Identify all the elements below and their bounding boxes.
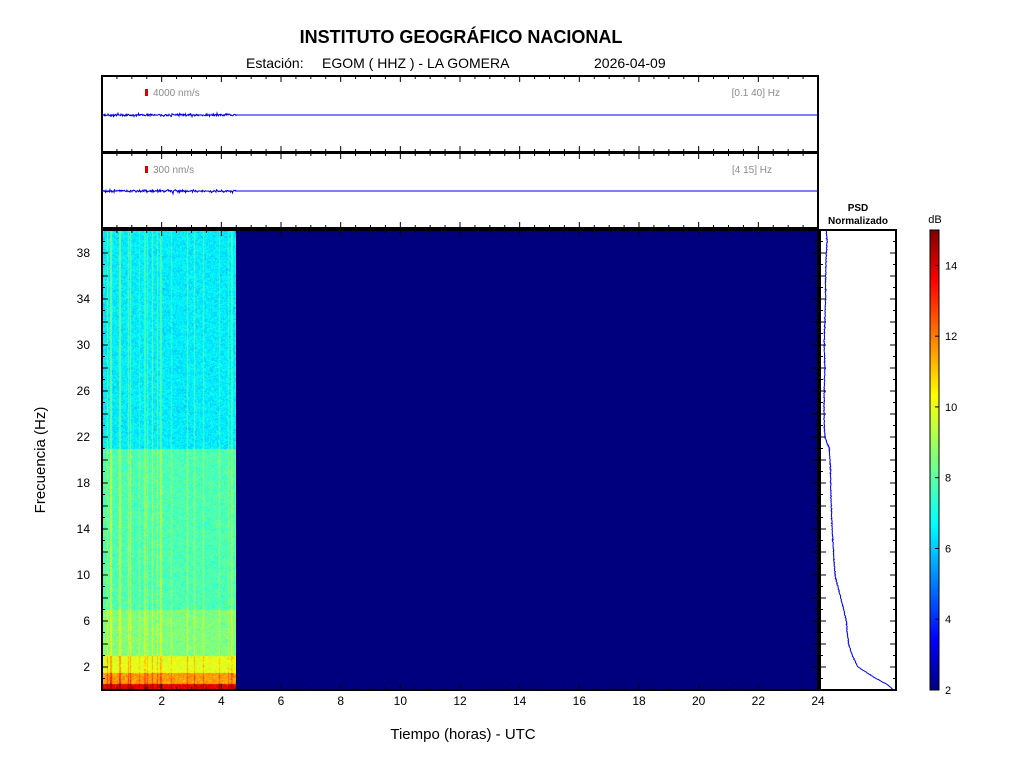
colorbar-tick-label: 14 <box>945 260 957 272</box>
x-tick-label: 10 <box>394 694 408 708</box>
y-tick-label: 26 <box>77 384 91 398</box>
scale-marker-1 <box>145 89 148 96</box>
y-tick-label: 38 <box>77 246 91 260</box>
psd-title-line-1: PSD <box>848 203 869 214</box>
colorbar: dB 2 4 6 8 10 12 14 <box>928 214 957 697</box>
psd-panel: PSD Normalizado <box>819 203 897 691</box>
waveform-panel-2: 300 nm/s [4 15] Hz <box>101 152 819 229</box>
station-name: EGOM ( HHZ ) - LA GOMERA <box>322 55 510 71</box>
psd-ticks <box>820 229 896 691</box>
colorbar-tick-label: 4 <box>945 614 951 626</box>
panel-2-ticks <box>101 153 819 228</box>
x-axis-label: Tiempo (horas) - UTC <box>390 726 535 743</box>
y-tick-label: 34 <box>77 292 91 306</box>
x-tick-label: 16 <box>573 694 587 708</box>
waveform-trace-2 <box>101 187 818 196</box>
y-tick-label: 2 <box>83 660 90 674</box>
x-tick-label: 22 <box>752 694 766 708</box>
y-tick-label: 18 <box>77 476 91 490</box>
x-tick-label: 18 <box>632 694 646 708</box>
x-tick-label: 2 <box>158 694 165 708</box>
x-tick-label: 14 <box>513 694 527 708</box>
colorbar-tick-label: 10 <box>945 402 957 414</box>
colorbar-ticks: 2 4 6 8 10 12 14 <box>935 260 957 697</box>
filter-label-2: [4 15] Hz <box>732 165 772 176</box>
colorbar-tick-label: 2 <box>945 685 951 697</box>
date-label: 2026-04-09 <box>594 55 666 71</box>
psd-title-line-2: Normalizado <box>828 216 888 227</box>
y-tick-label: 14 <box>77 522 91 536</box>
page-title: INSTITUTO GEOGRÁFICO NACIONAL <box>299 27 623 47</box>
y-tick-label: 10 <box>77 568 91 582</box>
x-tick-labels: 2 4 6 8 10 12 14 16 18 20 22 24 <box>158 694 825 708</box>
scale-marker-2 <box>145 166 148 173</box>
y-axis-label: Frecuencia (Hz) <box>32 407 49 514</box>
y-tick-label: 6 <box>83 614 90 628</box>
x-tick-label: 24 <box>811 694 825 708</box>
colorbar-gradient <box>929 229 940 691</box>
station-label: Estación: <box>246 55 304 71</box>
scale-label-1: 4000 nm/s <box>153 88 200 99</box>
scale-label-2: 300 nm/s <box>153 165 194 176</box>
psd-frame <box>819 229 897 691</box>
waveform-panel-1: 4000 nm/s [0.1 40] Hz <box>101 75 819 153</box>
station-line: Estación: EGOM ( HHZ ) - LA GOMERA 2026-… <box>0 55 1024 75</box>
y-tick-label: 30 <box>77 338 91 352</box>
colorbar-tick-label: 6 <box>945 543 951 555</box>
spectrogram-panel: 2 4 6 8 10 12 14 16 18 20 22 24 261014182226303438 … <box>32 229 825 743</box>
x-tick-label: 12 <box>453 694 467 708</box>
spectrogram-ticks <box>101 229 819 691</box>
psd-curve <box>822 229 895 691</box>
spectrogram-data-region <box>102 230 236 690</box>
x-tick-label: 4 <box>218 694 225 708</box>
colorbar-tick-label: 12 <box>945 331 957 343</box>
x-tick-label: 8 <box>337 694 344 708</box>
waveform-trace-1 <box>101 111 818 119</box>
x-tick-label: 6 <box>278 694 285 708</box>
x-tick-label: 20 <box>692 694 706 708</box>
colorbar-unit-label: dB <box>928 214 941 226</box>
panel-1-ticks <box>101 76 819 152</box>
filter-label-1: [0.1 40] Hz <box>732 88 780 99</box>
y-tick-label: 22 <box>77 430 91 444</box>
colorbar-tick-label: 8 <box>945 473 951 485</box>
